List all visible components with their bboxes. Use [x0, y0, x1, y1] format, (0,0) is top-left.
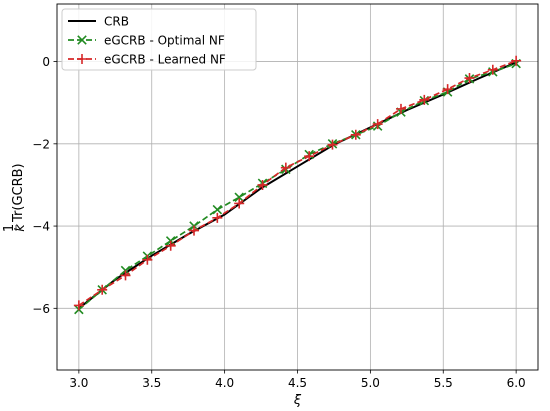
data-point [73, 300, 84, 311]
legend-label: CRB [104, 15, 129, 29]
x-tick-label: 4.0 [215, 376, 234, 390]
x-axis: 3.0 3.5 4.0 4.5 5.0 5.5 6.0 [69, 370, 526, 390]
legend-item: eGCRB - Optimal NF [68, 34, 225, 48]
data-point [257, 179, 268, 190]
y-label-fraction-numerator: 1 [2, 224, 17, 232]
y-tick-label: 0 [42, 55, 50, 69]
series-layer [73, 55, 522, 315]
y-axis: −6 −4 −2 0 [32, 55, 57, 316]
y-axis-label: 1 k Tr(GCRB) [2, 163, 28, 232]
y-tick-label: −2 [32, 137, 50, 151]
legend-label: eGCRB - Learned NF [104, 53, 226, 67]
data-point [304, 151, 315, 162]
data-point [142, 254, 153, 265]
data-point [212, 204, 223, 215]
data-point [350, 129, 361, 140]
legend-marker [77, 54, 87, 64]
data-point [280, 162, 291, 173]
series-2 [73, 55, 522, 311]
y-label-fraction-denominator: k [13, 224, 28, 232]
legend: CRB eGCRB - Optimal NF eGCRB - Learned NF [61, 8, 257, 71]
data-point [419, 94, 430, 105]
data-point [464, 73, 475, 84]
series-line [78, 59, 517, 307]
data-point [487, 64, 498, 75]
y-tick-label: −6 [32, 302, 50, 316]
data-point [212, 212, 223, 223]
data-point [511, 55, 522, 66]
y-label-text: Tr(GCRB) [11, 163, 26, 223]
legend-item: CRB [68, 15, 129, 29]
data-point [120, 270, 131, 281]
data-point [234, 198, 245, 209]
data-point [442, 84, 453, 95]
legend-label: eGCRB - Optimal NF [104, 34, 225, 48]
x-tick-label: 4.5 [288, 376, 307, 390]
x-tick-label: 3.5 [142, 376, 161, 390]
x-axis-label: ξ [293, 393, 302, 408]
x-tick-label: 6.0 [507, 376, 526, 390]
y-tick-label: −4 [32, 220, 50, 234]
legend-item: eGCRB - Learned NF [68, 53, 226, 67]
data-point [189, 225, 200, 236]
data-point [234, 192, 244, 203]
x-tick-label: 5.0 [361, 376, 380, 390]
data-point [395, 103, 406, 114]
data-point [372, 119, 383, 130]
data-point [327, 139, 338, 150]
x-tick-label: 5.5 [434, 376, 453, 390]
data-point [97, 284, 108, 295]
data-point [165, 240, 176, 251]
x-tick-label: 3.0 [69, 376, 88, 390]
legend-marker [77, 35, 87, 45]
legend-box [61, 8, 257, 71]
